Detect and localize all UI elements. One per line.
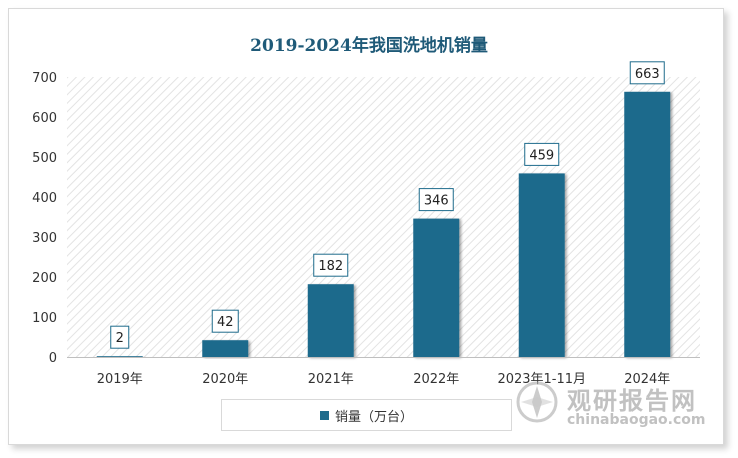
bar <box>307 284 354 357</box>
y-tick-label: 0 <box>49 351 57 366</box>
data-label-box <box>211 309 239 333</box>
y-tick-label: 600 <box>32 111 57 126</box>
data-label: 663 <box>635 67 660 82</box>
data-label-box <box>629 61 665 85</box>
data-label-box <box>524 142 560 166</box>
data-label: 459 <box>529 148 554 163</box>
data-label-box <box>110 325 130 349</box>
x-tick-label: 2023年1-11月 <box>497 372 586 387</box>
data-label: 2 <box>116 331 124 346</box>
y-tick-label: 100 <box>32 311 57 326</box>
plot-area-background <box>67 77 700 357</box>
y-tick-label: 200 <box>32 271 57 286</box>
data-label: 182 <box>318 259 343 274</box>
x-tick-label: 2021年 <box>308 372 354 387</box>
legend: 销量（万台） <box>221 399 512 431</box>
x-tick-label: 2022年 <box>413 372 459 387</box>
bar <box>518 173 565 357</box>
y-tick-label: 700 <box>32 71 57 86</box>
bar <box>96 356 143 357</box>
watermark: 观研报告网 chinabaogao.com <box>515 380 730 432</box>
chart-title: 2019-2024年我国洗地机销量 <box>250 36 488 56</box>
data-label: 346 <box>424 194 449 209</box>
x-tick-label: 2020年 <box>202 372 248 387</box>
x-axis: 2019年 2020年 2021年 2022年 2023年1-11月 2024年 <box>97 372 671 387</box>
y-axis: 0 100 200 300 400 500 600 700 <box>32 71 57 366</box>
bar-series <box>96 91 671 358</box>
bar <box>202 340 249 357</box>
y-tick-label: 400 <box>32 191 57 206</box>
watermark-text-en: chinabaogao.com <box>567 412 706 428</box>
data-labels: 2 42 182 346 459 663 <box>110 61 665 349</box>
x-tick-label: 2019年 <box>97 372 143 387</box>
x-tick-label: 2024年 <box>624 372 670 387</box>
compass-logo-icon <box>516 381 558 423</box>
bar <box>413 218 460 357</box>
legend-swatch <box>319 410 329 420</box>
watermark-text-cn: 观研报告网 <box>567 387 697 415</box>
y-tick-label: 500 <box>32 151 57 166</box>
data-label: 42 <box>217 315 234 330</box>
y-tick-label: 300 <box>32 231 57 246</box>
data-label-box <box>313 253 349 277</box>
bar <box>624 91 671 358</box>
legend-label: 销量（万台） <box>334 409 413 425</box>
data-label-box <box>418 188 454 212</box>
